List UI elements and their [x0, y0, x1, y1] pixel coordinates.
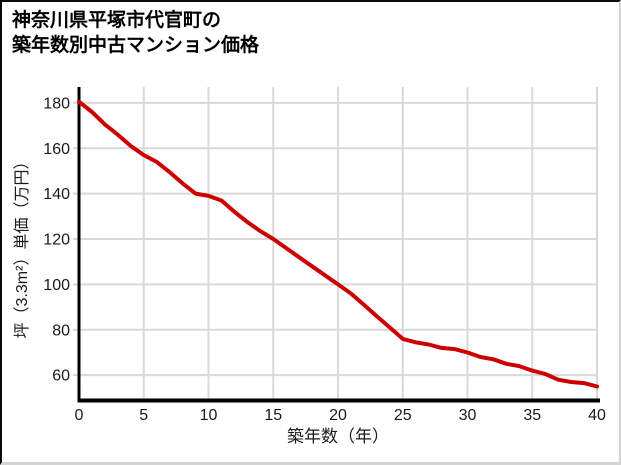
price-line — [77, 99, 599, 389]
y-tick-label: 60 — [52, 368, 70, 385]
y-tick-label: 100 — [43, 277, 70, 294]
y-axis-title: 坪（3.3m²）単価（万円） — [14, 153, 31, 339]
x-tick-label: 30 — [459, 407, 477, 424]
x-tick-label: 5 — [139, 407, 148, 424]
x-tick-label: 15 — [264, 407, 282, 424]
chart-title-line2: 築年数別中古マンション価格 — [12, 35, 260, 56]
x-tick-label: 0 — [75, 407, 84, 424]
x-axis-title: 築年数（年） — [287, 427, 389, 446]
y-tick-label: 120 — [43, 232, 70, 249]
chart-title: 神奈川県平塚市代官町の築年数別中古マンション価格 — [12, 8, 259, 58]
x-tick-label: 10 — [200, 407, 218, 424]
chart-title-line1: 神奈川県平塚市代官町の — [12, 10, 222, 31]
x-tick-label: 25 — [394, 407, 412, 424]
y-tick-label: 160 — [43, 141, 70, 158]
x-tick-label: 20 — [329, 407, 347, 424]
y-tick-label: 180 — [43, 95, 70, 112]
y-tick-label: 80 — [52, 322, 70, 339]
x-tick-label: 40 — [588, 407, 606, 424]
x-tick-label: 35 — [523, 407, 541, 424]
y-tick-label: 140 — [43, 186, 70, 203]
